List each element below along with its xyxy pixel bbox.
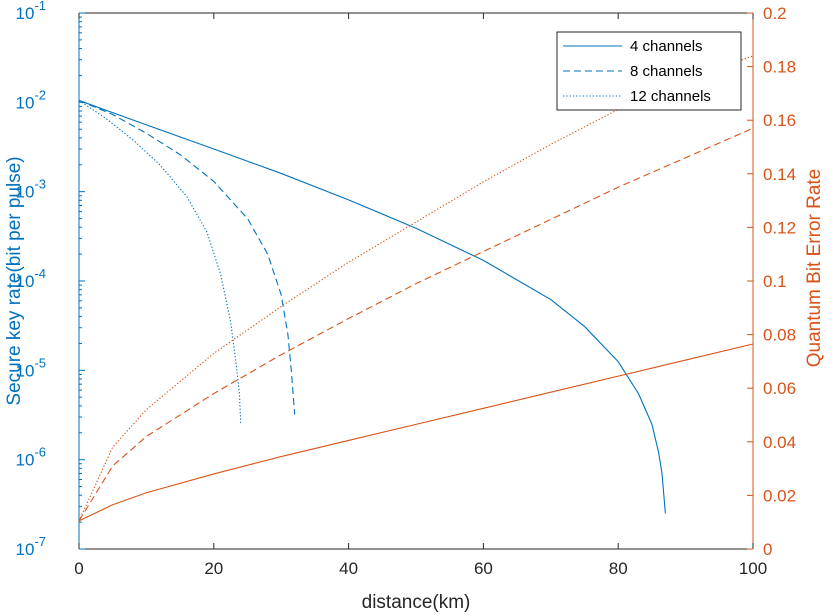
y-right-tick-label: 0.1 <box>763 272 787 291</box>
x-tick-label: 60 <box>474 559 493 578</box>
y-right-axis-label: Quantum Bit Error Rate <box>804 169 825 368</box>
y-right-tick-label: 0 <box>763 540 772 559</box>
y-right-tick-label: 0.2 <box>763 4 787 23</box>
y-left-axis-label: Secure key rate(bit per pulse) <box>4 156 25 405</box>
legend-label-12-channels: 12 channels <box>630 88 711 105</box>
x-tick-label: 40 <box>339 559 358 578</box>
y-left-tick-label: 10-7 <box>16 534 46 559</box>
qber-series-line-4 <box>78 127 754 522</box>
qber-series-line-5 <box>78 55 754 522</box>
key-rate-series-line-1 <box>78 99 296 415</box>
x-axis-label: distance(km) <box>362 592 471 613</box>
key-rate-series-line-0 <box>78 99 666 514</box>
x-tick-label: 80 <box>609 559 628 578</box>
x-tick-label: 20 <box>204 559 223 578</box>
y-right-tick-label: 0.14 <box>763 165 796 184</box>
qber-series-line-3 <box>78 343 754 522</box>
x-tick-label: 100 <box>739 559 767 578</box>
y-right-tick-label: 0.02 <box>763 486 796 505</box>
y-left-tick-label: 10-6 <box>16 445 46 470</box>
x-tick-label: 0 <box>74 559 83 578</box>
y-right-tick-label: 0.08 <box>763 326 796 345</box>
y-left-tick-label: 10-2 <box>16 87 46 112</box>
y-right-tick-label: 0.12 <box>763 218 796 237</box>
y-right-tick-label: 0.06 <box>763 379 796 398</box>
series-lines <box>78 55 754 522</box>
legend: 4 channels 8 channels 12 channels <box>556 31 742 111</box>
legend-label-8-channels: 8 channels <box>630 63 703 80</box>
legend-label-4-channels: 4 channels <box>630 38 703 55</box>
y-right-tick-label: 0.16 <box>763 111 796 130</box>
y-right-tick-label: 0.18 <box>763 58 796 77</box>
y-right-tick-label: 0.04 <box>763 433 796 452</box>
y-left-tick-label: 10-1 <box>16 0 46 23</box>
key-rate-series-line-2 <box>78 99 242 425</box>
